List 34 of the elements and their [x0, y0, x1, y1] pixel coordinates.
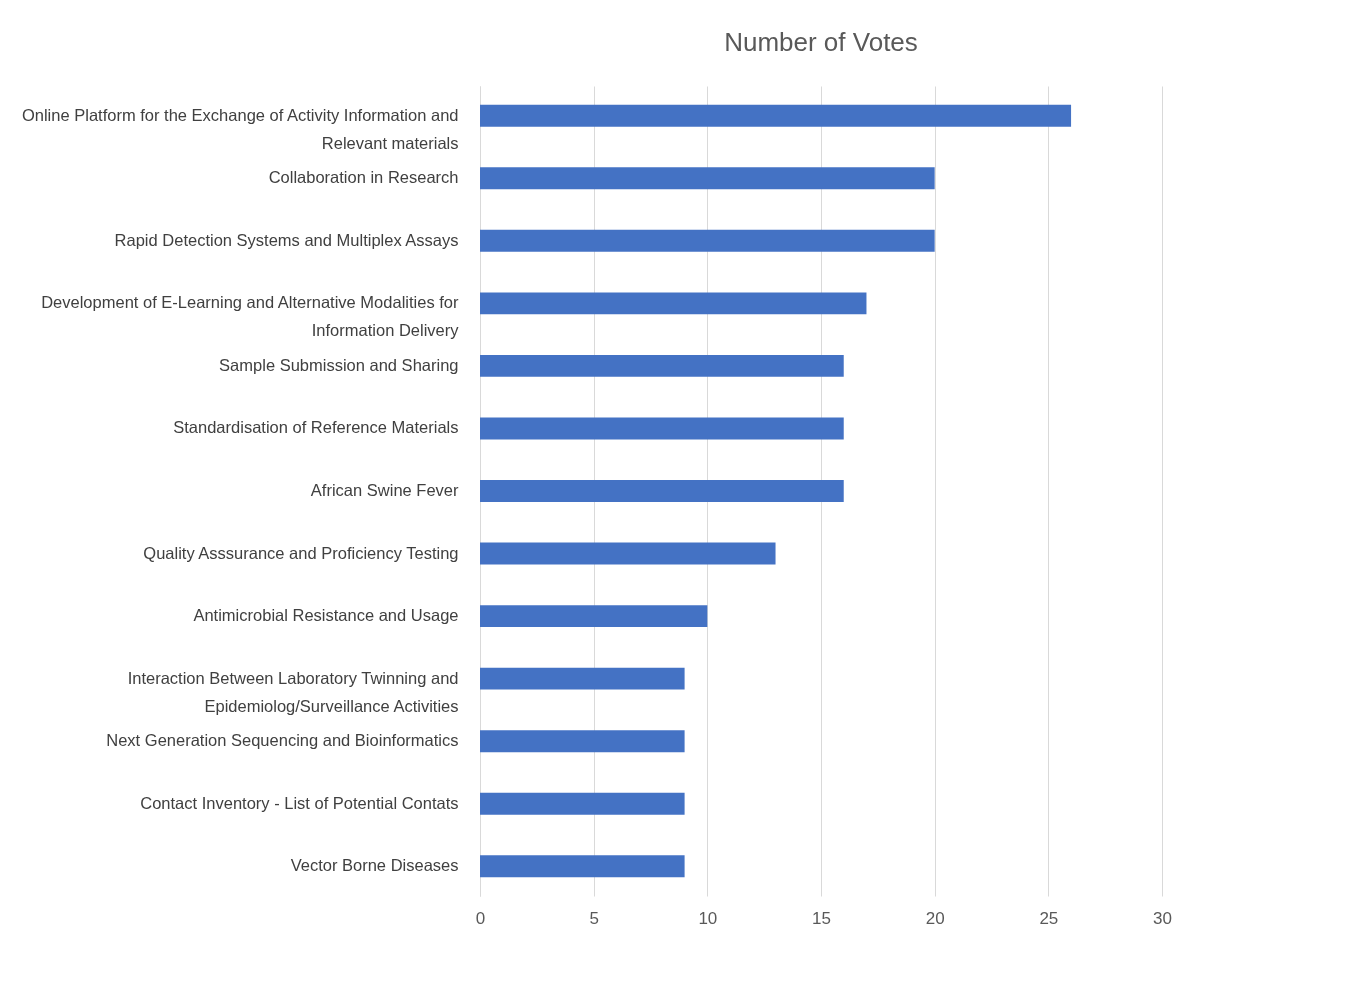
bar — [480, 605, 708, 628]
x-tick-label: 10 — [698, 908, 718, 928]
bar — [480, 354, 844, 377]
y-tick-label: Online Platform for the Exchange of Activity Information and Relevant materials — [21, 105, 459, 152]
y-tick-label: Rapid Detection Systems and Multiplex Assays — [114, 230, 459, 249]
bar — [480, 667, 685, 690]
bar — [480, 792, 685, 815]
bar — [480, 104, 1072, 127]
bar — [480, 417, 844, 440]
y-tick-label: Development of E-Learning and Alternative Modalities for Information Delivery — [41, 293, 460, 340]
x-tick-label: 30 — [1153, 908, 1172, 928]
bar — [480, 855, 685, 878]
y-tick-label: Sample Submission and Sharing — [219, 355, 459, 374]
bar — [480, 542, 776, 565]
y-tick-label: Interaction Between Laboratory Twinning and Epidemiolog/Surveillance Activities — [127, 668, 459, 715]
y-tick-label: Antimicrobial Resistance and Usage — [193, 606, 459, 625]
y-tick-label: Next Generation Sequencing and Bioinformatics — [106, 731, 459, 750]
x-tick-label: 5 — [589, 908, 599, 928]
bar — [480, 292, 867, 315]
bar — [480, 480, 844, 502]
y-tick-label: Standardisation of Reference Materials — [173, 418, 459, 437]
y-tick-label: Quality Asssurance and Proficiency Testing — [143, 543, 459, 562]
x-tick-label: 0 — [475, 908, 486, 928]
x-tick-label: 25 — [1039, 908, 1059, 928]
bar — [480, 730, 685, 753]
y-tick-label: African Swine Fever — [310, 481, 459, 499]
x-tick-label: 15 — [812, 908, 831, 928]
chart-title: Number of Votes — [724, 27, 918, 57]
bar — [480, 229, 935, 252]
bar — [480, 167, 935, 190]
x-tick-label: 20 — [925, 908, 945, 928]
y-tick-label: Vector Borne Diseases — [290, 856, 459, 875]
y-tick-label: Contact Inventory - List of Potential Contats — [140, 793, 459, 812]
y-tick-label: Collaboration in Research — [268, 168, 459, 187]
